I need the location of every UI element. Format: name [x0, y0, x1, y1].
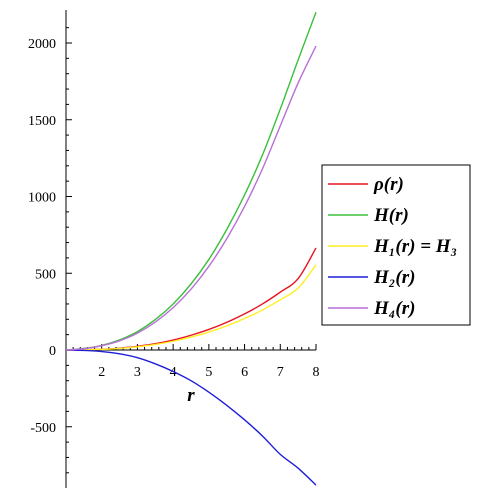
axes: -500 0 500 1000 1500 2000 2 3 4 5 6 7 8 r	[28, 10, 320, 488]
series-line-0	[65, 247, 317, 351]
x-tick-label: 7	[277, 365, 284, 380]
x-tick-label: 8	[313, 365, 320, 380]
legend-label: H₄(r)	[373, 298, 415, 319]
series-line-3	[65, 349, 317, 486]
legend-label: H₁(r) = H₃	[373, 236, 457, 257]
series-line-1	[65, 12, 317, 351]
x-tick-label: 4	[170, 365, 177, 380]
x-tick-label: 2	[98, 365, 105, 380]
series-line-4	[65, 45, 317, 351]
series-layer	[65, 12, 317, 486]
y-tick-label: 500	[35, 267, 56, 282]
legend-label: ρ(r)	[373, 174, 404, 195]
legend-box	[321, 164, 471, 326]
series-line-2	[65, 264, 317, 351]
legend: ρ(r) H(r) H₁(r) = H₃ H₂(r) H₄(r)	[321, 164, 471, 326]
legend-label: H(r)	[373, 205, 409, 226]
y-tick-label: 1500	[28, 114, 56, 129]
y-tick-label: -500	[30, 421, 56, 436]
y-tick-label: 2000	[28, 37, 56, 52]
legend-label: H₂(r)	[373, 267, 415, 288]
x-tick-label: 6	[241, 365, 248, 380]
y-tick-label: 1000	[28, 191, 56, 206]
x-tick-label: 3	[134, 365, 141, 380]
x-tick-label: 5	[205, 365, 212, 380]
y-tick-label: 0	[49, 344, 56, 359]
x-axis-title: r	[187, 385, 195, 406]
